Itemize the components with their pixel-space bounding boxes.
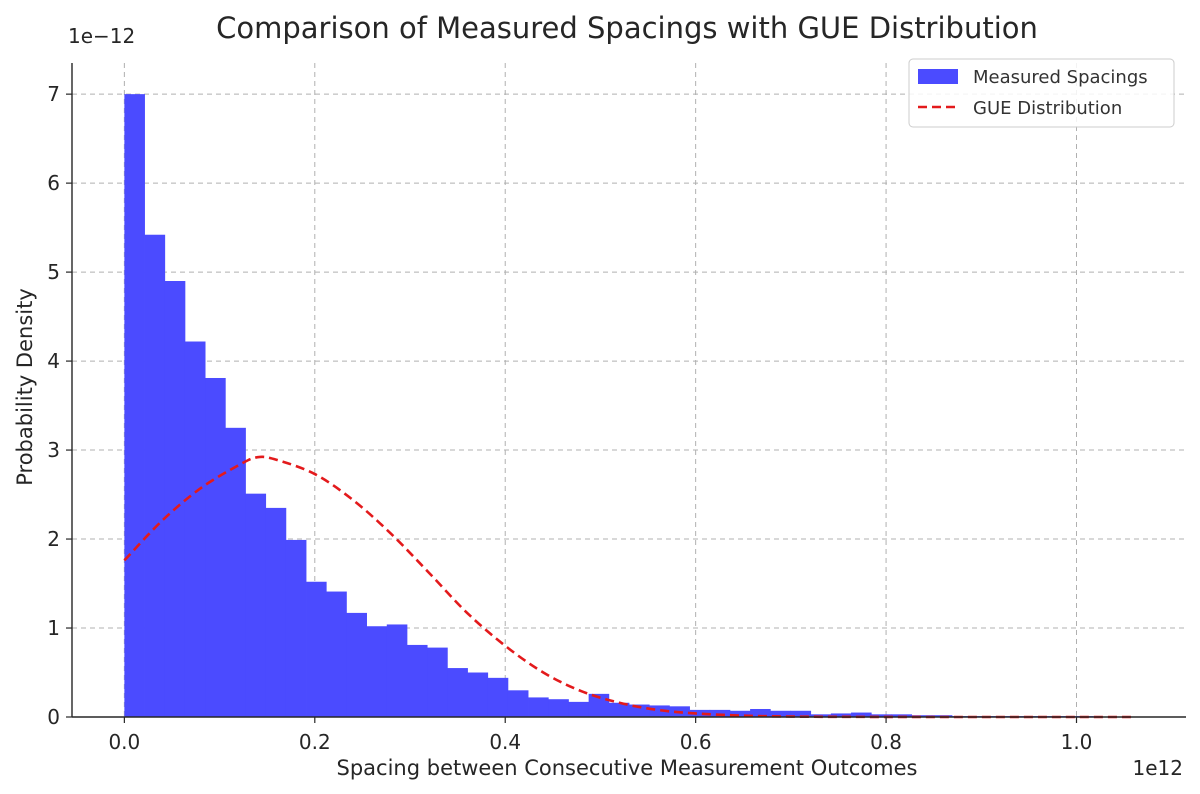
y-tick-label: 0 xyxy=(47,705,60,729)
chart-title: Comparison of Measured Spacings with GUE… xyxy=(216,11,1038,45)
histogram-bar xyxy=(124,94,145,717)
histogram-bar xyxy=(366,626,388,717)
histogram-bar xyxy=(447,668,468,717)
histogram-bar xyxy=(770,710,791,717)
x-tick-label: 0.6 xyxy=(680,730,712,754)
y-exponent-label: 1e−12 xyxy=(68,24,135,48)
histogram-bar xyxy=(245,493,267,717)
histogram-bar xyxy=(649,705,670,717)
histogram-bar xyxy=(911,715,933,717)
histogram-bar xyxy=(386,624,408,717)
histogram-bars xyxy=(124,94,1135,718)
histogram-bar xyxy=(689,709,711,717)
y-tick-label: 2 xyxy=(47,527,60,551)
legend: Measured Spacings GUE Distribution xyxy=(908,58,1175,128)
histogram-bar xyxy=(427,647,448,717)
histogram-bar xyxy=(265,507,287,717)
histogram-bar xyxy=(729,710,751,717)
histogram-bar xyxy=(487,677,509,717)
legend-label-measured: Measured Spacings xyxy=(973,67,1148,88)
histogram-bar xyxy=(184,341,206,717)
histogram-bar xyxy=(144,234,166,718)
histogram-bar xyxy=(306,581,327,717)
histogram-bar xyxy=(629,704,650,717)
histogram-bar xyxy=(548,699,569,717)
histogram-bar xyxy=(568,701,590,717)
y-tick-label: 5 xyxy=(47,260,60,284)
histogram-bar xyxy=(406,644,428,717)
histogram-bar xyxy=(790,710,812,717)
histogram-bar xyxy=(326,591,347,717)
histogram-bar xyxy=(871,714,892,717)
x-tick-label: 0.2 xyxy=(299,730,331,754)
histogram-bar xyxy=(225,427,246,717)
axes xyxy=(71,63,1186,718)
x-tick-label: 0.4 xyxy=(489,730,521,754)
y-tick-label: 7 xyxy=(47,82,60,106)
histogram-bar xyxy=(608,702,630,717)
y-tick-label: 4 xyxy=(47,349,60,373)
x-tick-label: 0.0 xyxy=(108,730,140,754)
x-tick-label: 1.0 xyxy=(1061,730,1093,754)
histogram-bar xyxy=(164,281,186,717)
y-tick-label: 6 xyxy=(47,171,60,195)
y-tick-label: 1 xyxy=(47,616,60,640)
histogram-bar xyxy=(346,612,367,717)
histogram-bar xyxy=(205,377,226,717)
x-exponent-label: 1e12 xyxy=(1133,756,1183,780)
tick-labels: 0.0 0.2 0.4 0.6 0.8 1.0 0 1 2 3 4 5 6 7 xyxy=(47,82,1092,754)
histogram-bar xyxy=(467,672,489,717)
histogram-bar xyxy=(507,690,529,717)
histogram-bar xyxy=(750,708,771,717)
histogram-bar xyxy=(588,693,610,717)
histogram-bar xyxy=(285,539,307,717)
histogram-bar xyxy=(528,697,549,717)
y-axis-label: Probability Density xyxy=(13,288,37,486)
x-tick-label: 0.8 xyxy=(870,730,902,754)
x-axis-label: Spacing between Consecutive Measurement … xyxy=(337,756,918,780)
legend-label-gue: GUE Distribution xyxy=(973,98,1122,119)
histogram-bar xyxy=(851,712,872,717)
legend-swatch-measured xyxy=(918,69,958,84)
y-tick-label: 3 xyxy=(47,438,60,462)
histogram-bar xyxy=(830,713,852,717)
legend-frame xyxy=(908,58,1175,128)
histogram-bar xyxy=(709,709,731,717)
